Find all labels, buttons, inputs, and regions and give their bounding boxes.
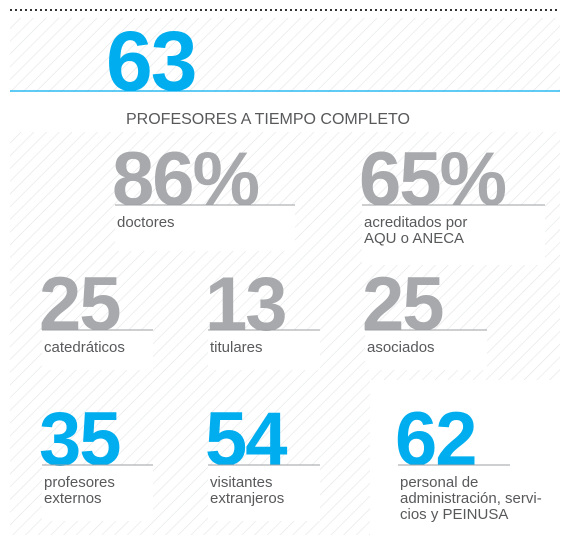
- stat-label: acreditados por: [364, 214, 467, 231]
- stat-value: 25: [39, 262, 120, 347]
- stat-value: 62: [395, 397, 476, 482]
- stat-label: visitantes: [210, 474, 273, 491]
- stat-value: 86%: [112, 137, 259, 222]
- stat-label: doctores: [117, 214, 175, 231]
- label-box: [208, 465, 320, 521]
- label-box: [115, 205, 295, 251]
- stat-label: catedráticos: [44, 339, 125, 356]
- stat-label: AQU o ANECA: [364, 230, 464, 247]
- stat-label: profesores: [44, 474, 115, 491]
- panel-box: [370, 380, 560, 535]
- headline-label: PROFESORES A TIEMPO COMPLETO: [126, 111, 410, 128]
- stat-label: titulares: [210, 339, 263, 356]
- stat-label: asociados: [367, 339, 435, 356]
- label-box: [362, 205, 545, 265]
- stat-label: cios y PEINUSA: [400, 506, 508, 523]
- stat-value: 54: [205, 397, 287, 482]
- stat-value: 35: [39, 397, 120, 482]
- stat-label: externos: [44, 490, 102, 507]
- stat-value: 65%: [359, 137, 506, 222]
- label-box: [365, 330, 487, 370]
- headline-box: [10, 92, 560, 132]
- label-box: [42, 330, 153, 370]
- stat-label: administración, servi-: [400, 490, 542, 507]
- stat-value: 25: [362, 262, 443, 347]
- stat-value: 13: [205, 262, 286, 347]
- stat-label: extranjeros: [210, 490, 284, 507]
- label-box: [42, 465, 153, 521]
- stat-label: personal de: [400, 474, 478, 491]
- label-box: [208, 330, 320, 370]
- headline-value: 63: [106, 14, 195, 108]
